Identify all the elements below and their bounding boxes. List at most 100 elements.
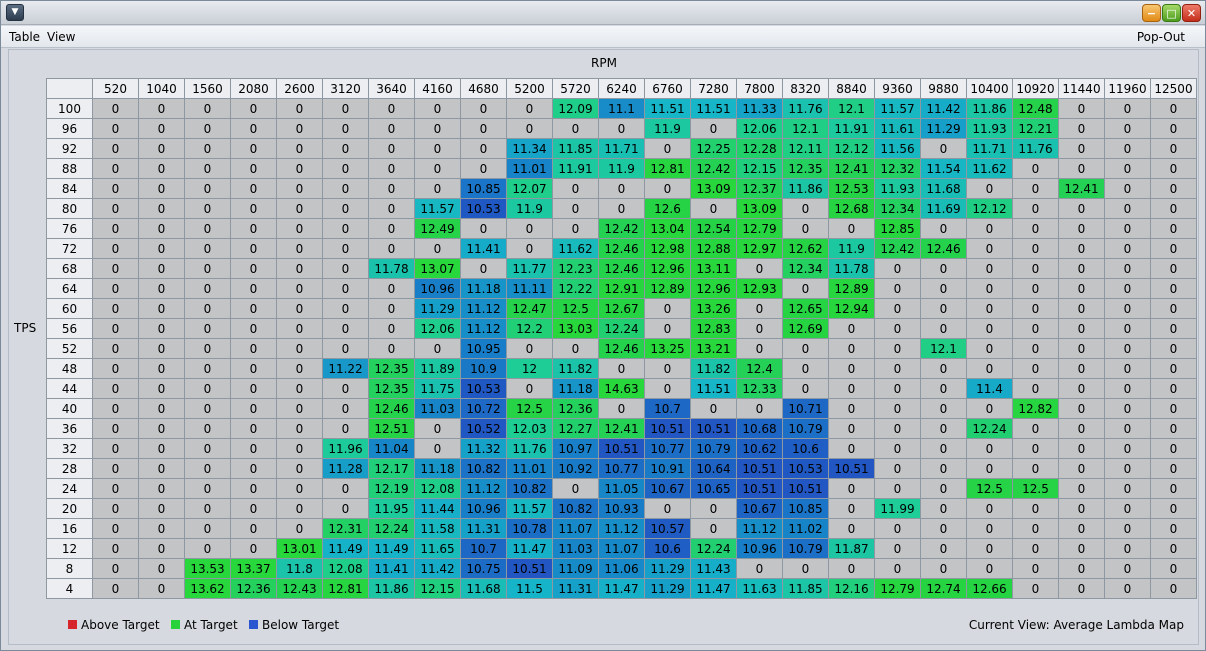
map-cell[interactable]: 0: [828, 438, 875, 459]
map-cell[interactable]: 11.85: [782, 578, 829, 599]
map-cell[interactable]: 0: [1058, 538, 1105, 559]
map-cell[interactable]: 11.29: [644, 558, 691, 579]
map-cell[interactable]: 12.83: [690, 318, 737, 339]
map-cell[interactable]: 0: [1012, 498, 1059, 519]
map-cell[interactable]: 0: [644, 358, 691, 379]
map-cell[interactable]: 0: [644, 298, 691, 319]
map-cell[interactable]: 12.46: [598, 238, 645, 259]
map-cell[interactable]: 0: [92, 418, 139, 439]
map-cell[interactable]: 12.31: [322, 518, 369, 539]
map-cell[interactable]: 11.4: [966, 378, 1013, 399]
map-cell[interactable]: 0: [230, 358, 277, 379]
map-cell[interactable]: 12.5: [1012, 478, 1059, 499]
map-cell[interactable]: 0: [184, 298, 231, 319]
map-cell[interactable]: 12.85: [874, 218, 921, 239]
map-cell[interactable]: 0: [322, 378, 369, 399]
map-cell[interactable]: 0: [184, 98, 231, 119]
map-cell[interactable]: 0: [874, 518, 921, 539]
map-cell[interactable]: 10.9: [460, 358, 507, 379]
map-cell[interactable]: 0: [368, 278, 415, 299]
map-cell[interactable]: 0: [690, 198, 737, 219]
map-cell[interactable]: 0: [276, 178, 323, 199]
map-cell[interactable]: 0: [1012, 198, 1059, 219]
maximize-button[interactable]: □: [1162, 4, 1181, 22]
map-cell[interactable]: 0: [966, 538, 1013, 559]
map-cell[interactable]: 0: [1058, 338, 1105, 359]
map-cell[interactable]: 11.42: [414, 558, 461, 579]
map-cell[interactable]: 10.51: [506, 558, 553, 579]
map-cell[interactable]: 0: [874, 378, 921, 399]
map-cell[interactable]: 11.99: [874, 498, 921, 519]
map-cell[interactable]: 0: [230, 418, 277, 439]
map-cell[interactable]: 0: [1058, 138, 1105, 159]
map-cell[interactable]: 0: [828, 418, 875, 439]
map-cell[interactable]: 11.47: [598, 578, 645, 599]
map-cell[interactable]: 0: [322, 238, 369, 259]
map-cell[interactable]: 0: [920, 138, 967, 159]
map-cell[interactable]: 0: [1150, 158, 1197, 179]
map-cell[interactable]: 0: [322, 498, 369, 519]
map-cell[interactable]: 12.24: [368, 518, 415, 539]
map-cell[interactable]: 13.62: [184, 578, 231, 599]
map-cell[interactable]: 0: [276, 238, 323, 259]
map-cell[interactable]: 11.75: [414, 378, 461, 399]
map-cell[interactable]: 0: [184, 198, 231, 219]
map-cell[interactable]: 0: [138, 318, 185, 339]
map-cell[interactable]: 11.77: [506, 258, 553, 279]
map-cell[interactable]: 0: [644, 138, 691, 159]
map-cell[interactable]: 0: [276, 438, 323, 459]
map-cell[interactable]: 0: [1058, 458, 1105, 479]
map-cell[interactable]: 12.96: [644, 258, 691, 279]
map-cell[interactable]: 11.71: [598, 138, 645, 159]
map-cell[interactable]: 0: [322, 418, 369, 439]
map-cell[interactable]: 0: [230, 498, 277, 519]
map-cell[interactable]: 12.16: [828, 578, 875, 599]
map-cell[interactable]: 10.78: [506, 518, 553, 539]
map-cell[interactable]: 12.34: [782, 258, 829, 279]
map-cell[interactable]: 0: [1012, 578, 1059, 599]
map-cell[interactable]: 0: [92, 98, 139, 119]
map-cell[interactable]: 0: [1104, 238, 1151, 259]
map-cell[interactable]: 12.67: [598, 298, 645, 319]
map-cell[interactable]: 0: [874, 458, 921, 479]
map-cell[interactable]: 0: [460, 218, 507, 239]
map-cell[interactable]: 10.97: [552, 438, 599, 459]
map-cell[interactable]: 12.15: [414, 578, 461, 599]
map-cell[interactable]: 0: [1058, 158, 1105, 179]
map-cell[interactable]: 12.08: [322, 558, 369, 579]
map-cell[interactable]: 12.35: [782, 158, 829, 179]
map-cell[interactable]: 12.28: [736, 138, 783, 159]
map-cell[interactable]: 0: [782, 278, 829, 299]
map-cell[interactable]: 11.89: [414, 358, 461, 379]
map-cell[interactable]: 0: [276, 258, 323, 279]
map-cell[interactable]: 0: [782, 338, 829, 359]
map-cell[interactable]: 0: [920, 538, 967, 559]
map-cell[interactable]: 0: [230, 318, 277, 339]
map-cell[interactable]: 11.93: [966, 118, 1013, 139]
map-cell[interactable]: 12.81: [644, 158, 691, 179]
map-cell[interactable]: 0: [966, 558, 1013, 579]
map-cell[interactable]: 12.41: [828, 158, 875, 179]
map-cell[interactable]: 0: [1012, 338, 1059, 359]
map-cell[interactable]: 0: [92, 238, 139, 259]
map-cell[interactable]: 0: [460, 98, 507, 119]
map-cell[interactable]: 11.01: [506, 458, 553, 479]
map-cell[interactable]: 12.46: [598, 258, 645, 279]
map-cell[interactable]: 0: [276, 478, 323, 499]
map-cell[interactable]: 0: [460, 258, 507, 279]
map-cell[interactable]: 0: [276, 278, 323, 299]
map-cell[interactable]: 0: [874, 538, 921, 559]
map-cell[interactable]: 11.57: [874, 98, 921, 119]
map-cell[interactable]: 0: [92, 158, 139, 179]
map-cell[interactable]: 0: [1012, 458, 1059, 479]
map-cell[interactable]: 0: [1150, 318, 1197, 339]
map-cell[interactable]: 12.42: [690, 158, 737, 179]
map-cell[interactable]: 12.89: [828, 278, 875, 299]
map-cell[interactable]: 0: [736, 318, 783, 339]
map-cell[interactable]: 0: [690, 118, 737, 139]
map-cell[interactable]: 0: [690, 498, 737, 519]
map-cell[interactable]: 11.03: [552, 538, 599, 559]
map-cell[interactable]: 0: [736, 398, 783, 419]
map-cell[interactable]: 0: [460, 138, 507, 159]
map-cell[interactable]: 13.26: [690, 298, 737, 319]
